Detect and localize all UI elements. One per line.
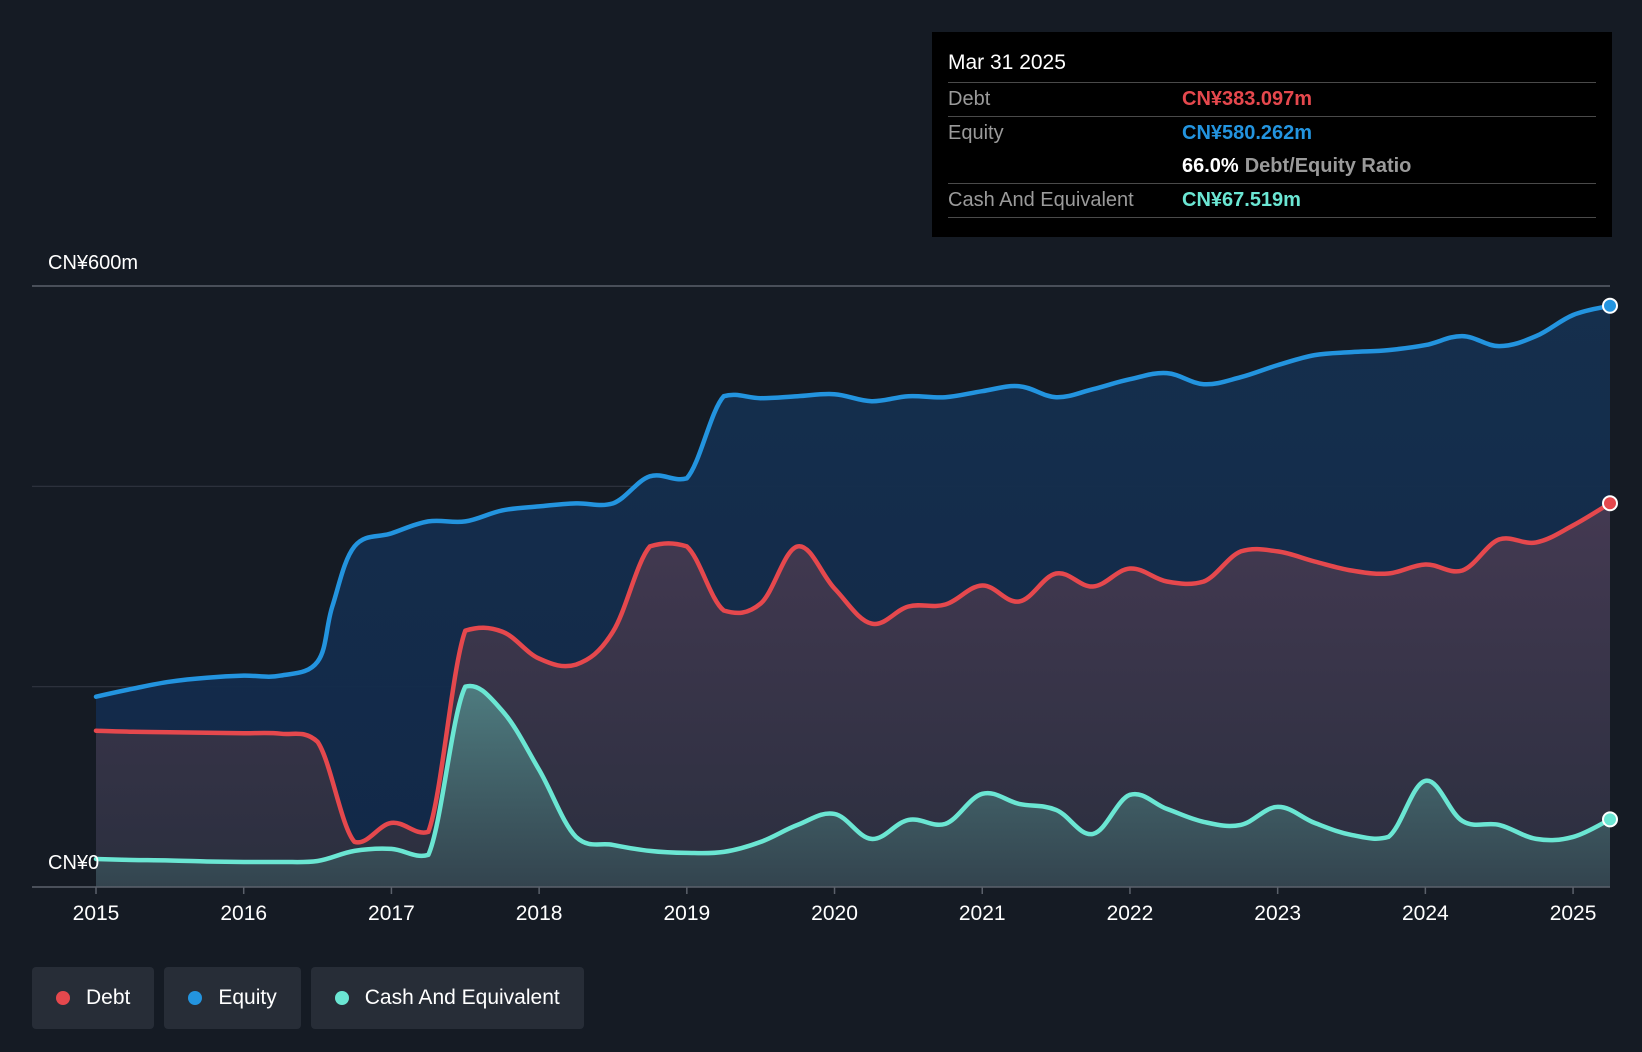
tooltip-row-debt: Debt CN¥383.097m [948, 82, 1596, 116]
tooltip-cash-label: Cash And Equivalent [948, 189, 1134, 211]
equity-line [93, 303, 1613, 699]
tooltip-row-equity: Equity CN¥580.262m [948, 116, 1596, 150]
cash-dot-icon [334, 991, 349, 1005]
tooltip-row-ratio: 66.0% Debt/Equity Ratio [948, 150, 1596, 183]
x-tick-label-2016: 2016 [220, 902, 267, 925]
tooltip-date: Mar 31 2025 [948, 51, 1066, 74]
equity-end-marker [1602, 297, 1618, 314]
tooltip-debt-label: Debt [948, 88, 991, 110]
legend-item-equity[interactable]: Equity [164, 967, 301, 1029]
axes: 2015 2016 2017 2018 2019 2020 2021 2022 2023 2024… [32, 252, 1610, 925]
x-tick-label-2023: 2023 [1254, 902, 1301, 925]
legend-cash-label: Cash And Equivalent [364, 986, 560, 1009]
x-tick-label-2019: 2019 [663, 902, 710, 925]
tooltip-panel: Mar 31 2025 Debt CN¥383.097m Equity CN¥5… [932, 32, 1612, 237]
tooltip-ratio-value: 66.0% [1182, 155, 1239, 177]
tooltip-equity-label: Equity [948, 122, 1004, 144]
series-areas [96, 305, 1610, 887]
end-markers [1602, 297, 1618, 828]
x-tick-label-2024: 2024 [1402, 902, 1449, 925]
debt-end-marker [1602, 495, 1618, 512]
debt-dot-icon [56, 991, 70, 1005]
tooltip-debt-value: CN¥383.097m [1182, 88, 1313, 110]
debt-line [93, 501, 1613, 845]
equity-dot-icon [188, 991, 203, 1005]
legend-debt-label: Debt [86, 986, 131, 1009]
x-tick-label-2015: 2015 [73, 902, 120, 925]
x-tick-label-2022: 2022 [1107, 902, 1154, 925]
legend-item-debt[interactable]: Debt [32, 967, 155, 1029]
x-tick-label-2021: 2021 [959, 902, 1006, 925]
y-tick-label-600: CN¥600m [48, 252, 138, 274]
x-tick-label-2020: 2020 [811, 902, 858, 925]
cash-end-marker [1602, 811, 1618, 828]
cash-line [93, 683, 1613, 865]
y-tick-label-0: CN¥0 [48, 852, 99, 874]
tooltip-row-cash: Cash And Equivalent CN¥67.519m [948, 183, 1596, 218]
x-tick-label-2017: 2017 [368, 902, 415, 925]
tooltip-equity-value: CN¥580.262m [1182, 122, 1313, 144]
tooltip-cash-value: CN¥67.519m [1182, 189, 1301, 211]
cash-area [96, 685, 1610, 887]
legend-equity-label: Equity [218, 986, 277, 1009]
x-tick-label-2025: 2025 [1550, 902, 1597, 925]
tooltip-ratio-label: Debt/Equity Ratio [1244, 155, 1412, 177]
series-lines [93, 303, 1613, 865]
legend-item-cash[interactable]: Cash And Equivalent [310, 967, 584, 1029]
x-tick-label-2018: 2018 [516, 902, 563, 925]
chart-legend: Debt Equity Cash And Equivalent [32, 967, 584, 1029]
